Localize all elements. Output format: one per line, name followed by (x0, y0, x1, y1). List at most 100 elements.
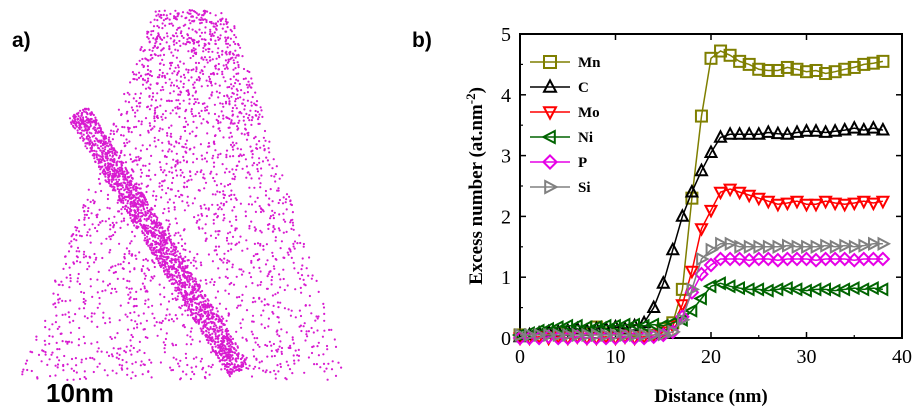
atom-point (112, 169, 115, 173)
atom-point (230, 57, 233, 60)
atom-point (177, 13, 180, 16)
atom-point (141, 57, 144, 61)
atom-point (128, 280, 131, 283)
y-tick-label: 2 (501, 206, 511, 228)
atom-point (222, 335, 225, 338)
atom-point (255, 114, 258, 117)
atom-point (268, 151, 271, 154)
data-point (856, 121, 871, 136)
atom-point (166, 132, 169, 135)
atom-point (219, 319, 222, 323)
atom-point (70, 235, 73, 238)
data-point (732, 251, 748, 267)
atom-point (135, 189, 138, 192)
atom-point (260, 360, 263, 363)
atom-point (71, 119, 74, 122)
atom-point (236, 89, 239, 92)
atom-point (230, 224, 233, 227)
atom-point (90, 148, 93, 151)
atom-point (229, 347, 232, 350)
atom-point (109, 335, 112, 339)
atom-point (146, 32, 149, 35)
atom-point (213, 31, 216, 34)
atom-point (134, 361, 137, 364)
atom-point (137, 196, 140, 200)
atom-point (151, 56, 154, 60)
atom-point (125, 138, 128, 141)
atom-point (229, 28, 232, 31)
atom-point (323, 312, 326, 315)
atom-point (203, 203, 206, 206)
atom-point (85, 115, 88, 119)
atom-point (249, 276, 253, 279)
atom-point (155, 226, 159, 229)
atom-point (126, 202, 129, 205)
atom-point (184, 309, 187, 312)
atom-point (89, 124, 92, 127)
atom-point (178, 26, 181, 29)
atom-point (120, 168, 123, 171)
atom-point (145, 81, 148, 84)
atom-point (108, 321, 112, 324)
atom-point (182, 323, 185, 327)
atom-point (191, 288, 194, 291)
atom-point (106, 193, 110, 196)
data-point (705, 242, 720, 257)
atom-point (80, 114, 83, 117)
atom-point (203, 56, 207, 59)
atom-point (122, 173, 125, 176)
atom-point (98, 124, 101, 127)
atom-point (216, 310, 219, 313)
atom-point (154, 236, 157, 239)
atom-point (234, 175, 237, 178)
atom-point (168, 252, 171, 255)
atom-point (254, 109, 257, 113)
atom-point (152, 234, 155, 237)
atom-point (223, 217, 226, 220)
atom-point (189, 147, 192, 150)
atom-point (244, 123, 247, 126)
data-point (600, 327, 615, 343)
atom-point (159, 240, 162, 243)
atom-point (205, 19, 208, 22)
atom-point (199, 22, 202, 25)
atom-point (137, 191, 140, 194)
atom-point (173, 43, 176, 46)
atom-point (212, 161, 216, 164)
atom-point (154, 10, 157, 13)
atom-point (210, 305, 213, 308)
atom-point (131, 204, 134, 207)
atom-point (226, 351, 229, 354)
atom-point (85, 137, 88, 140)
atom-point (154, 229, 158, 232)
atom-point (317, 354, 320, 357)
atom-point (186, 298, 189, 301)
atom-point (155, 245, 158, 249)
atom-point (227, 60, 230, 63)
atom-point (204, 325, 207, 328)
atom-point (226, 268, 229, 271)
atom-point (86, 261, 89, 264)
atom-point (163, 169, 166, 172)
data-point (809, 63, 823, 77)
data-point (780, 126, 795, 140)
atom-point (151, 92, 155, 95)
atom-point (179, 93, 182, 96)
atom-point (233, 178, 236, 181)
atom-point (249, 195, 252, 198)
atom-point (163, 155, 167, 158)
atom-point (331, 360, 334, 363)
atom-point (195, 70, 198, 73)
data-point (742, 126, 757, 140)
atom-point (207, 365, 210, 368)
atom-point (103, 135, 106, 139)
atom-point (279, 340, 282, 343)
atom-point (173, 234, 176, 237)
atom-point (148, 237, 151, 240)
atom-point (251, 82, 254, 85)
atom-point (315, 315, 318, 318)
atom-point (100, 151, 104, 154)
atom-point (185, 160, 189, 163)
atom-point (215, 57, 218, 60)
atom-point (169, 266, 172, 269)
